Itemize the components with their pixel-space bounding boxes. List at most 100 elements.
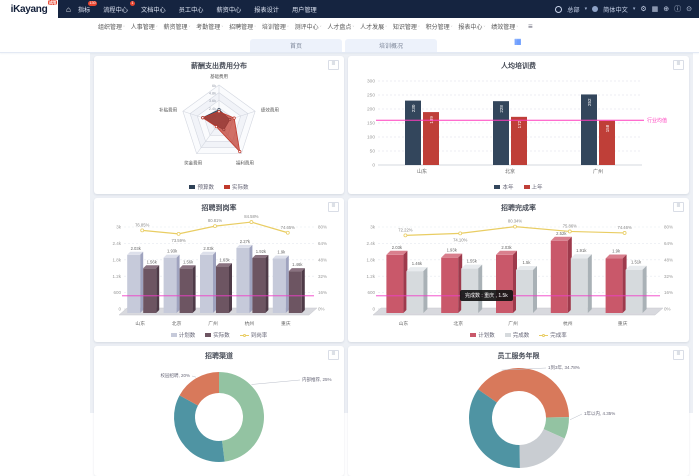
legend-item[interactable]: 到岗率 [239, 331, 267, 339]
legend-label: 计划数 [178, 333, 196, 339]
avatar[interactable] [592, 6, 599, 12]
legend-item[interactable]: 本年 [494, 183, 514, 191]
svg-text:行业均值: 行业均值 [647, 117, 667, 124]
svg-text:1.9k: 1.9k [612, 249, 621, 254]
svg-text:73.59%: 73.59% [171, 238, 185, 243]
menubar-item[interactable]: 招聘管理 ˇ [229, 24, 256, 31]
svg-text:重庆: 重庆 [281, 320, 291, 327]
topnav-item[interactable]: 流程中心 1 [103, 0, 135, 14]
hamburger-icon[interactable]: ≡ [527, 21, 533, 31]
svg-text:0: 0 [118, 307, 121, 312]
svg-text:1.8k: 1.8k [112, 257, 121, 262]
home-icon[interactable]: ⌂ [66, 4, 71, 14]
svg-text:158: 158 [604, 124, 609, 132]
donut-chart[interactable]: 内部推荐, 25% 校园招聘, 20% [98, 361, 340, 476]
svg-text:山东: 山东 [416, 168, 426, 175]
legend-item[interactable]: 完成率 [539, 331, 567, 339]
svg-text:奖金费用: 奖金费用 [184, 160, 202, 167]
svg-text:1.55k: 1.55k [466, 259, 477, 264]
chart-menu-icon[interactable]: ≣ [328, 202, 339, 212]
chart-legend: 计划数 完成数 完成率 [348, 331, 689, 339]
legend-marker [224, 185, 230, 189]
legend-item[interactable]: 计划数 [170, 331, 196, 339]
settings-icon[interactable]: ⚙ [640, 6, 647, 13]
chart-menu-icon[interactable]: ≣ [673, 202, 684, 212]
language-selector[interactable]: 简体中文 [603, 6, 628, 14]
tab-training-overview[interactable]: 培训概况 [345, 39, 437, 52]
svg-text:1.8k: 1.8k [366, 257, 375, 262]
topnav-item[interactable]: 指标 130 [77, 0, 98, 14]
dashboard-tabbar: 首页 培训概况 ▦ [0, 34, 699, 53]
menubar-item[interactable]: 考勤管理 ˇ [196, 24, 224, 31]
chart-menu-icon[interactable]: ≣ [328, 350, 339, 360]
menubar-item[interactable]: 测评中心 ˇ [294, 24, 322, 31]
svg-text:64%: 64% [664, 241, 673, 246]
svg-text:北京: 北京 [453, 320, 463, 327]
chart-legend: 预算数 实际数 [94, 183, 344, 191]
svg-text:6k: 6k [212, 84, 216, 88]
bar3d-chart[interactable]: 3k 80% 2.4k 64% 1.8k 48% 1.2k 32% 600 16% 0 0% 山东 2.0… [352, 213, 686, 333]
svg-text:200: 200 [366, 107, 374, 113]
svg-text:250: 250 [366, 93, 374, 99]
menubar-item[interactable]: 绩效管理 ˇ [491, 24, 518, 31]
card-training-cost: 人均培训费 ≣ 0 50 100 150 200 250 300 山东 230 189 北京 228 1… [348, 56, 689, 194]
svg-text:189: 189 [428, 116, 433, 124]
module-menubar: 组织管理 ˇ 人事管理 ˇ 薪资管理 ˇ 考勤管理 ˇ 招聘管理 ˇ 培训管理 ˇ 测评中心… [0, 18, 699, 34]
menubar-item[interactable]: 报表中心 ˇ [458, 24, 486, 31]
chart-tooltip: 完成数 : 重庆 , 1.5k [460, 290, 513, 301]
svg-text:广州: 广州 [508, 320, 518, 327]
menubar-item[interactable]: 知识管理 ˇ [392, 24, 420, 31]
svg-text:100: 100 [366, 135, 374, 141]
legend-item[interactable]: 计划数 [470, 331, 495, 339]
svg-text:600: 600 [367, 290, 375, 295]
legend-item[interactable]: 预算数 [189, 183, 214, 191]
chevron-down-icon: ˇ [515, 24, 518, 30]
svg-text:北京: 北京 [504, 168, 514, 175]
svg-text:16%: 16% [318, 290, 327, 295]
legend-item[interactable]: 完成数 [504, 331, 529, 339]
radar-chart[interactable]: 6k4.8k3.6k2.4k1.2k基础费用绩效费用福利费用奖金费用补贴费用 [98, 71, 340, 177]
tab-home[interactable]: 首页 [250, 39, 342, 52]
chart-menu-icon[interactable]: ≣ [673, 60, 684, 70]
legend-marker [239, 333, 249, 337]
bar3d-chart[interactable]: 3k 80% 2.4k 64% 1.8k 48% 1.2k 32% 600 16% 0 0% 山东 2.0… [98, 213, 340, 333]
chevron-down-icon[interactable]: ▾ [584, 6, 588, 12]
content-area: 薪酬支出费用分布 ≣ 6k 4.8k 3.6k 2.4k 1.2k 基础费用绩效费用福利费… [0, 53, 699, 476]
topnav-item[interactable]: 文档中心 [140, 6, 166, 14]
menubar-item[interactable]: 积分管理 ˇ [425, 24, 453, 31]
menubar-item[interactable]: 人事管理 ˇ [130, 24, 158, 31]
svg-text:150: 150 [366, 121, 374, 127]
legend-label: 上年 [531, 185, 543, 191]
svg-text:0%: 0% [318, 307, 325, 312]
topnav-item[interactable]: 薪资中心 [216, 6, 242, 14]
menubar-item[interactable]: 人才发展 ˇ [360, 24, 387, 31]
menubar-item[interactable]: 组织管理 ˇ [98, 24, 125, 31]
layout-grid-icon[interactable]: ▦ [514, 37, 522, 46]
chart-menu-icon[interactable]: ≣ [328, 60, 339, 70]
svg-text:2.03k: 2.03k [501, 245, 512, 250]
globe-icon[interactable]: ⊕ [663, 6, 670, 13]
topnav-item[interactable]: 员工中心 [178, 6, 204, 14]
topnav-item[interactable]: 用户管理 [291, 6, 317, 14]
chevron-down-icon[interactable]: ▾ [632, 6, 636, 12]
info-icon[interactable]: ⓘ [674, 6, 682, 13]
menubar-item[interactable]: 培训管理 ˇ [261, 24, 289, 31]
topnav-item[interactable]: 报表设计 [254, 6, 279, 14]
svg-text:74.65%: 74.65% [281, 225, 295, 230]
svg-text:1.2k: 1.2k [366, 274, 375, 279]
legend-item[interactable]: 上年 [523, 183, 543, 191]
menubar-item[interactable]: 人才盘点 ˇ [327, 24, 355, 31]
bar-chart[interactable]: 0 50 100 150 200 250 300 山东 230 189 北京 228 172 广州 252 1… [352, 71, 686, 183]
svg-text:1.46k: 1.46k [292, 262, 303, 267]
dashboard-grid: 薪酬支出费用分布 ≣ 6k 4.8k 3.6k 2.4k 1.2k 基础费用绩效费用福利费… [90, 53, 693, 476]
org-selector[interactable]: 总部 [567, 6, 580, 14]
chart-menu-icon[interactable]: ≣ [673, 350, 684, 360]
power-icon[interactable]: ⊙ [686, 6, 692, 13]
menubar-item[interactable]: 薪资管理 ˇ [163, 24, 191, 31]
svg-text:2.4k: 2.4k [366, 241, 375, 246]
legend-item[interactable]: 实际数 [224, 183, 249, 191]
legend-item[interactable]: 实际数 [205, 331, 230, 339]
donut-chart[interactable]: 1到3年, 34.78% 1年以内, 4.35% [352, 361, 686, 476]
apps-icon[interactable]: ▦ [651, 6, 659, 13]
chevron-down-icon: ˇ [253, 24, 256, 30]
